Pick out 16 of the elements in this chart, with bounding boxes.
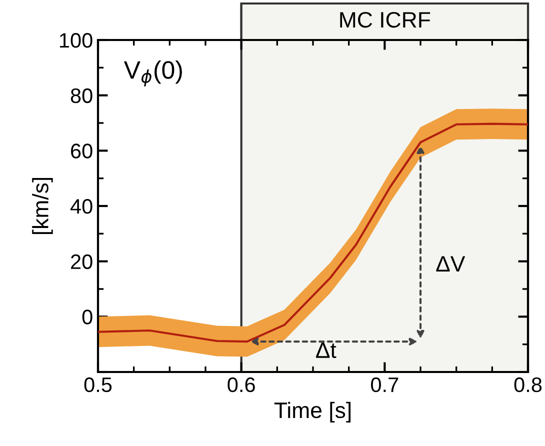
annotation: V$_{ϕ}$(0) xyxy=(124,60,182,86)
y-tick-label: 60 xyxy=(71,144,92,158)
y-tick-label: 20 xyxy=(71,254,92,270)
y-tick-label: 100 xyxy=(60,33,92,48)
y-tick-label: 40 xyxy=(70,199,92,214)
y-axis-title: [km/s] xyxy=(32,178,53,234)
x-tick-label: 0.5 xyxy=(84,377,112,392)
x-tick-label: 0.8 xyxy=(514,377,542,392)
x-axis-title: Time [s] xyxy=(274,402,351,423)
y-tick-label: 0 xyxy=(82,310,92,324)
y-tick-label: 80 xyxy=(70,88,92,104)
x-tick-label: 0.7 xyxy=(371,377,398,392)
x-tick-label: 0.6 xyxy=(228,377,255,392)
annotation: ΔV xyxy=(436,256,466,272)
annotation: Δt xyxy=(316,342,336,358)
band-label: MC ICRF xyxy=(340,12,430,28)
